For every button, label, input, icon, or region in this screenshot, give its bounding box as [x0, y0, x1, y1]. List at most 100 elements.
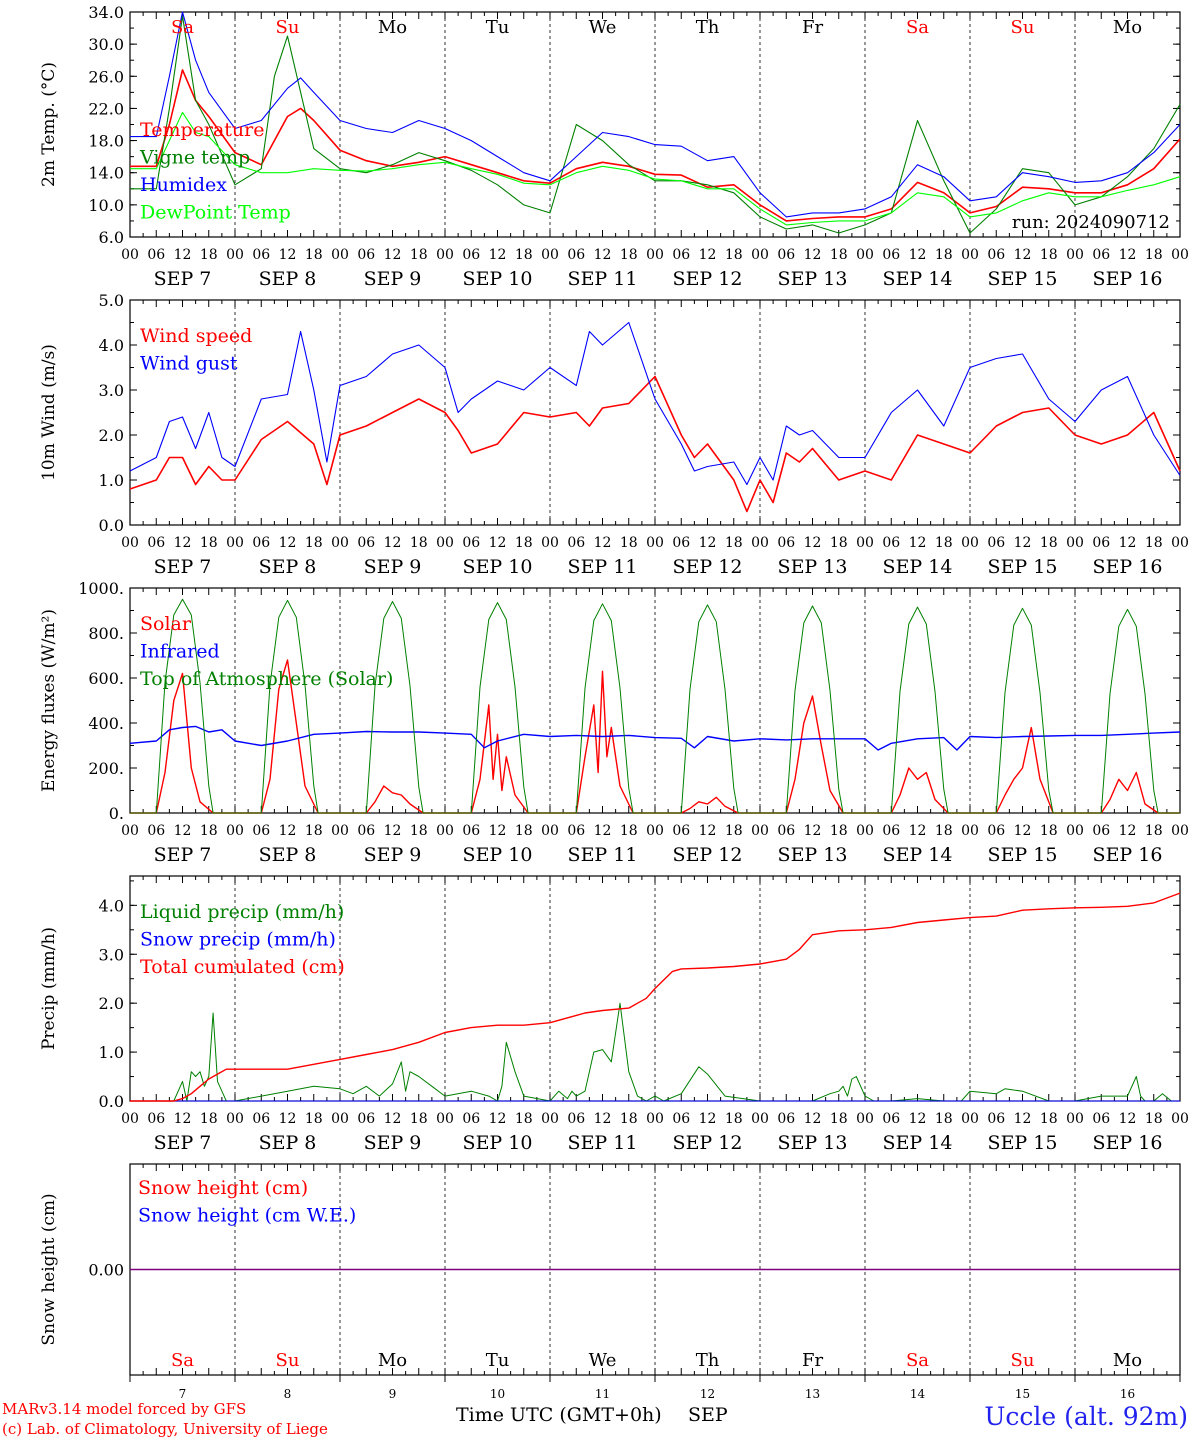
date-tick-label: SEP 13 [778, 844, 848, 866]
hour-tick-label: 00 [121, 1111, 139, 1127]
date-tick-label: SEP 14 [883, 556, 953, 578]
hour-tick-label: 18 [1145, 823, 1163, 839]
hour-tick-label: 06 [567, 823, 585, 839]
legend-entry: Solar [140, 613, 192, 635]
hour-tick-label: 00 [961, 535, 979, 551]
bottom-day-abbr: Mo [1113, 1350, 1142, 1371]
date-tick-label: SEP 9 [364, 844, 422, 866]
bottom-day-abbr: Su [276, 1350, 300, 1371]
panel-3: 0. 200. 400. 600. 800. 1000. Energy fluxes (W/… [39, 579, 1189, 866]
hour-tick-label: 12 [384, 1111, 402, 1127]
day-abbr-label: Mo [378, 17, 407, 38]
hour-tick-label: 12 [699, 247, 717, 263]
hour-tick-label: 18 [305, 247, 323, 263]
hour-tick-label: 18 [1040, 247, 1058, 263]
date-tick-label: SEP 16 [1093, 268, 1163, 290]
hour-tick-label: 00 [1066, 823, 1084, 839]
date-tick-label: SEP 8 [259, 268, 317, 290]
y-tick-label: 1.0 [99, 471, 124, 490]
hour-tick-label: 12 [804, 1111, 822, 1127]
date-tick-label: SEP 9 [364, 556, 422, 578]
y-tick-label: 4.0 [99, 896, 124, 915]
copyright-note: (c) Lab. of Climatology, University of L… [2, 1420, 328, 1438]
hour-tick-label: 18 [410, 247, 428, 263]
hour-tick-label: 06 [777, 823, 795, 839]
y-axis-label: 2m Temp. (°C) [39, 62, 59, 187]
date-tick-label: SEP 11 [568, 1132, 638, 1154]
hour-tick-label: 06 [147, 535, 165, 551]
hour-tick-label: 06 [882, 535, 900, 551]
panel-5: 0.00 Snow height (cm) Snow height (cm) Snow… [39, 1163, 1181, 1376]
panel-4: 0.0 1.0 2.0 3.0 4.0 Precip (mm/h) Liquid preci… [39, 875, 1189, 1154]
hour-tick-label: 12 [699, 823, 717, 839]
day-number-label: 13 [805, 1387, 820, 1400]
day-abbr-label: Su [1011, 17, 1035, 38]
hour-tick-label: 18 [200, 247, 218, 263]
y-axis-label: Precip (mm/h) [39, 927, 59, 1050]
hour-tick-label: 18 [1040, 535, 1058, 551]
hour-tick-label: 12 [699, 1111, 717, 1127]
legend-entry: Liquid precip (mm/h) [140, 901, 344, 923]
series-line-humidex [130, 11, 1181, 218]
legend-entry: Vigne temp [139, 147, 250, 169]
hour-tick-label: 00 [541, 535, 559, 551]
hour-tick-label: 00 [961, 247, 979, 263]
hour-tick-label: 06 [1092, 247, 1110, 263]
hour-tick-label: 06 [357, 247, 375, 263]
hour-tick-label: 00 [226, 247, 244, 263]
hour-tick-label: 00 [646, 1111, 664, 1127]
hour-tick-label: 18 [725, 823, 743, 839]
meteogram-chart: 6.0 10.0 14.0 18.0 22.0 26.0 30.0 34.0 2m Temp. … [39, 3, 1189, 1400]
date-tick-label: SEP 7 [154, 268, 212, 290]
hour-tick-label: 12 [1014, 1111, 1032, 1127]
hour-tick-label: 18 [410, 1111, 428, 1127]
hour-tick-label: 18 [515, 1111, 533, 1127]
hour-tick-label: 06 [987, 823, 1005, 839]
hour-tick-label: 00 [331, 247, 349, 263]
hour-tick-label: 00 [751, 535, 769, 551]
legend-entry: Wind gust [140, 353, 238, 375]
hour-tick-label: 06 [567, 247, 585, 263]
date-tick-label: SEP 10 [463, 268, 533, 290]
hour-tick-label: 06 [462, 535, 480, 551]
y-tick-label: 14.0 [88, 164, 124, 183]
hour-tick-label: 00 [541, 247, 559, 263]
hour-tick-label: 00 [121, 247, 139, 263]
hour-tick-label: 18 [515, 823, 533, 839]
hour-tick-label: 18 [620, 535, 638, 551]
hour-tick-label: 12 [489, 535, 507, 551]
hour-tick-label: 12 [909, 1111, 927, 1127]
hour-tick-label: 06 [672, 247, 690, 263]
panel-2: 0.0 1.0 2.0 3.0 4.0 5.0 10m Wind (m/s) Wind spe… [39, 291, 1189, 578]
hour-tick-label: 06 [882, 1111, 900, 1127]
series-line-liquid-precip-mm-h- [130, 1002, 1180, 1102]
hour-tick-label: 12 [1119, 823, 1137, 839]
bottom-day-abbr: Th [696, 1350, 720, 1371]
date-tick-label: SEP 8 [259, 556, 317, 578]
hour-tick-label: 00 [226, 823, 244, 839]
date-tick-label: SEP 7 [154, 556, 212, 578]
y-tick-label: 22.0 [88, 99, 124, 118]
hour-tick-label: 12 [279, 535, 297, 551]
date-tick-label: SEP 7 [154, 844, 212, 866]
hour-tick-label: 12 [174, 535, 192, 551]
day-abbr-label: Sa [171, 17, 194, 38]
hour-tick-label: 18 [1040, 823, 1058, 839]
hour-tick-label: 06 [987, 247, 1005, 263]
hour-tick-label: 00 [541, 1111, 559, 1127]
y-tick-label: 200. [88, 759, 124, 778]
run-label: run: 2024090712 [1012, 212, 1170, 233]
hour-tick-label: 18 [200, 535, 218, 551]
hour-tick-label: 18 [830, 823, 848, 839]
date-tick-label: SEP 9 [364, 268, 422, 290]
day-abbr-label: Sa [906, 17, 929, 38]
date-tick-label: SEP 10 [463, 556, 533, 578]
hour-tick-label: 12 [909, 247, 927, 263]
date-tick-label: SEP 11 [568, 556, 638, 578]
hour-tick-label: 06 [777, 535, 795, 551]
date-tick-label: SEP 11 [568, 268, 638, 290]
legend-entry: DewPoint Temp [140, 202, 291, 224]
date-tick-label: SEP 13 [778, 268, 848, 290]
bottom-day-abbr: Tu [486, 1350, 510, 1371]
hour-tick-label: 06 [357, 823, 375, 839]
